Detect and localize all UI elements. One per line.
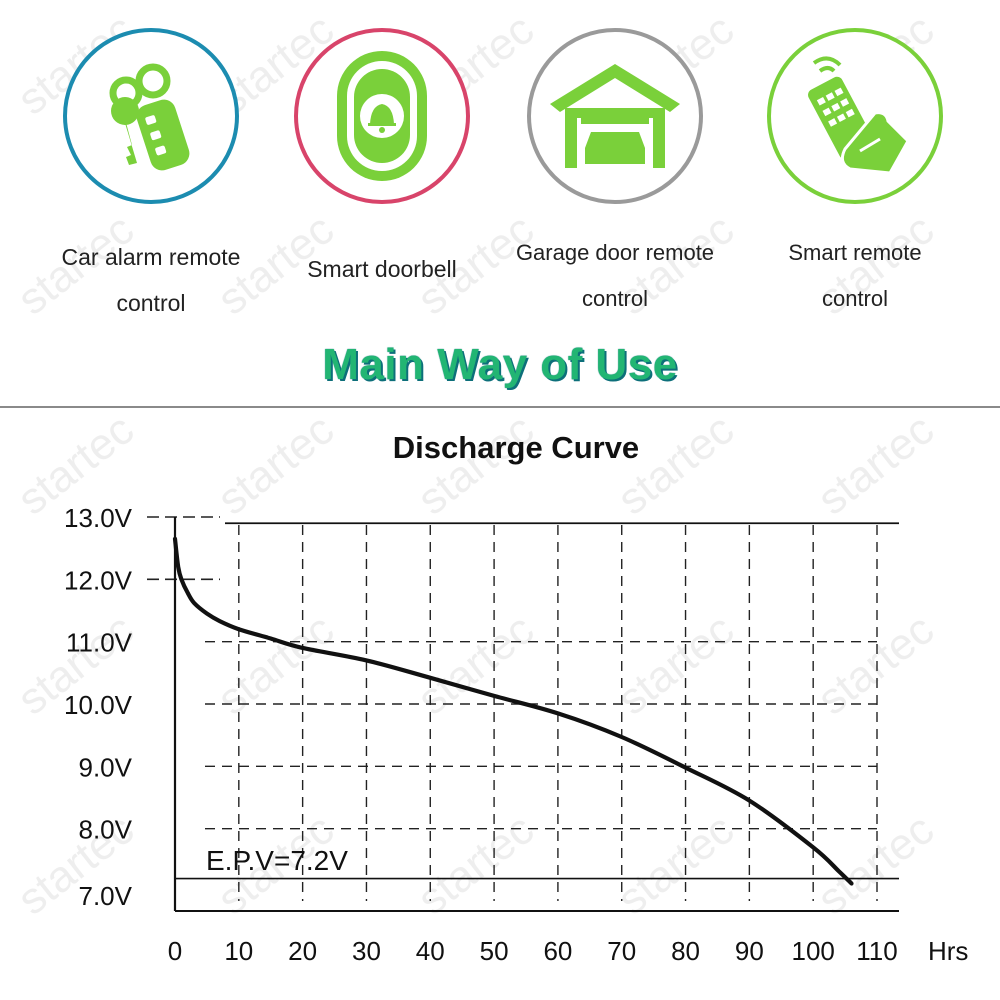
garage-icon: [550, 64, 680, 168]
main-way-of-use-heading: Main Way of Use: [322, 340, 678, 389]
x-axis-label: Hrs: [928, 936, 968, 966]
x-tick-label: 0: [168, 936, 182, 966]
tick-label-layer: 0 10 20 30 40 50 60 70 80 90 100 110 13.0V 12.0V 11.0V…: [64, 503, 898, 966]
use-cases-row: Car alarm remote control Smart doorbell: [0, 0, 1000, 345]
use-card-car-alarm: Car alarm remote control: [36, 28, 266, 326]
x-tick-label: 30: [352, 936, 381, 966]
doorbell-label: Smart doorbell: [307, 256, 457, 282]
x-tick-label: 40: [416, 936, 445, 966]
y-tick-label: 13.0V: [64, 503, 133, 533]
y-tick-label: 8.0V: [79, 815, 133, 845]
x-tick-label: 20: [288, 936, 317, 966]
car-alarm-label: Car alarm remote control: [61, 244, 241, 316]
epv-annotation: E.P.V=7.2V: [206, 845, 348, 876]
discharge-chart: Discharge Curve 0 10 20 30 40 50 60 70 80 90 100 11…: [0, 410, 1000, 1000]
x-tick-label: 10: [224, 936, 253, 966]
smart-remote-ring: [767, 28, 943, 204]
grid-layer: [147, 516, 878, 901]
use-card-garage: Garage door remote control: [500, 28, 730, 322]
x-tick-label: 50: [480, 936, 509, 966]
x-tick-label: 90: [735, 936, 764, 966]
section-divider: [0, 406, 1000, 408]
x-tick-label: 60: [543, 936, 572, 966]
x-tick-label: 70: [607, 936, 636, 966]
doorbell-icon: [337, 51, 427, 181]
car-alarm-ring: [63, 28, 239, 204]
smart-remote-label: Smart remote control: [788, 240, 922, 311]
use-card-smart-remote: Smart remote control: [740, 28, 970, 322]
axis-layer: [173, 517, 899, 912]
y-tick-label: 9.0V: [79, 752, 133, 782]
y-tick-label: 10.0V: [64, 690, 133, 720]
discharge-chart-svg: Discharge Curve 0 10 20 30 40 50 60 70 80 90 100 11…: [64, 430, 968, 966]
car-key-icon: [109, 63, 190, 171]
y-tick-label: 11.0V: [66, 628, 133, 658]
garage-label: Garage door remote control: [515, 240, 715, 311]
x-tick-label: 110: [856, 936, 897, 966]
y-tick-label: 12.0V: [64, 565, 133, 595]
use-card-doorbell: Smart doorbell: [267, 28, 497, 292]
x-tick-label: 80: [671, 936, 700, 966]
series-layer: [172, 536, 854, 886]
garage-ring: [527, 28, 703, 204]
chart-title: Discharge Curve: [393, 430, 639, 465]
x-tick-label: 100: [791, 936, 834, 966]
hand-remote-icon: [808, 56, 910, 175]
y-tick-label: 7.0V: [79, 881, 133, 911]
doorbell-ring: [294, 28, 470, 204]
discharge-curve-line: [172, 536, 854, 886]
